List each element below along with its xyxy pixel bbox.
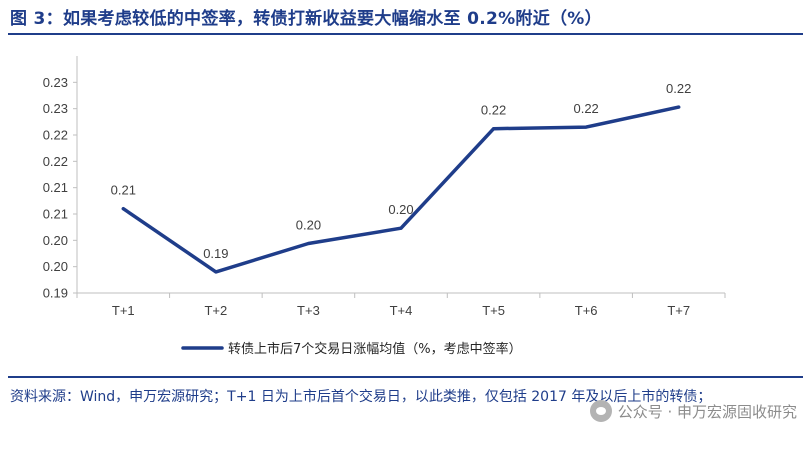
legend-label: 转债上市后7个交易日涨幅均值（%，考虑中签率） — [228, 341, 522, 357]
watermark: 公众号 · 申万宏源固收研究 — [589, 400, 797, 422]
x-tick-label: T+4 — [390, 303, 413, 318]
y-tick-label: 0.21 — [43, 180, 68, 195]
y-tick-label: 0.21 — [43, 207, 68, 222]
x-tick-label: T+3 — [297, 303, 320, 318]
y-axis: 0.19 0.20 0.20 0.21 0.21 0.22 0.22 0.23 0.23 — [43, 56, 78, 301]
data-point — [214, 270, 218, 274]
data-label: 0.22 — [573, 101, 598, 116]
y-tick-label: 0.20 — [43, 259, 68, 274]
wechat-icon — [589, 400, 612, 422]
data-labels: 0.21 0.19 0.20 0.20 0.22 0.22 0.22 — [111, 81, 692, 261]
data-point — [121, 207, 125, 211]
y-tick-label: 0.23 — [43, 75, 68, 90]
y-tick-label: 0.22 — [43, 154, 68, 169]
x-tick-label: T+5 — [482, 303, 505, 318]
y-tick-label: 0.23 — [43, 101, 68, 116]
y-tick-label: 0.19 — [43, 286, 68, 301]
series-group — [121, 105, 681, 274]
data-label: 0.19 — [203, 246, 228, 261]
y-tick-label: 0.22 — [43, 128, 68, 143]
data-point — [492, 127, 496, 131]
x-tick-label: T+6 — [575, 303, 598, 318]
data-label: 0.22 — [666, 81, 691, 96]
data-point — [399, 226, 403, 230]
x-tick-label: T+7 — [667, 303, 690, 318]
footer-divider — [8, 376, 803, 378]
y-tick-label: 0.20 — [43, 233, 68, 248]
data-point — [306, 241, 310, 245]
x-tick-label: T+1 — [112, 303, 135, 318]
source-note: 资料来源：Wind，申万宏源研究；T+1 日为上市后首个交易日，以此类推，仅包括… — [10, 389, 712, 405]
chart-title: 图 3：如果考虑较低的中签率，转债打新收益要大幅缩水至 0.2%附近（%） — [10, 9, 602, 29]
data-point — [677, 105, 681, 109]
x-tick-label: T+2 — [204, 303, 227, 318]
watermark-text: 公众号 · 申万宏源固收研究 — [617, 402, 797, 421]
data-label: 0.22 — [481, 103, 506, 118]
title-divider — [8, 33, 803, 35]
data-label: 0.20 — [296, 217, 321, 232]
data-label: 0.20 — [388, 202, 413, 217]
x-axis: T+1 T+2 T+3 T+4 T+5 T+6 T+7 — [76, 292, 726, 318]
data-label: 0.21 — [111, 183, 136, 198]
data-point — [584, 125, 588, 129]
legend: 转债上市后7个交易日涨幅均值（%，考虑中签率） — [181, 341, 522, 357]
